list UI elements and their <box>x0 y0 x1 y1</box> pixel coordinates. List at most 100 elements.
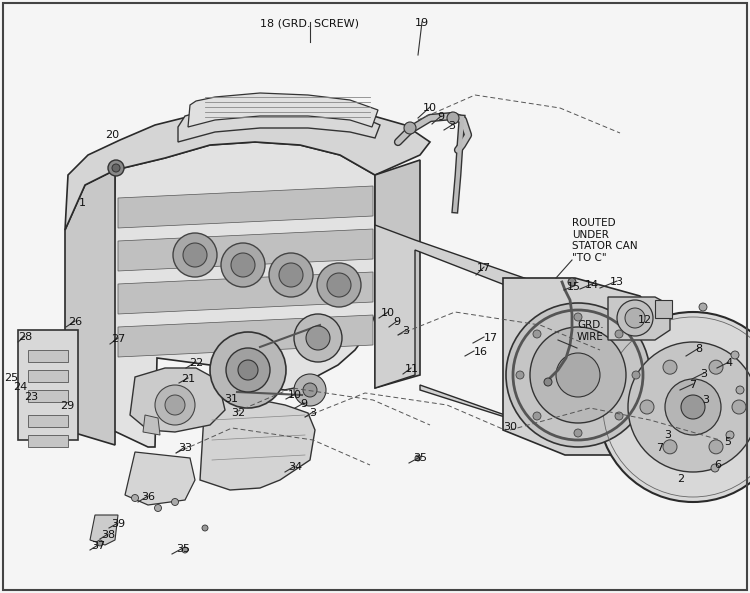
Text: 23: 23 <box>24 392 38 402</box>
Text: 35: 35 <box>176 544 190 554</box>
Circle shape <box>732 400 746 414</box>
Text: 3: 3 <box>703 395 709 405</box>
Circle shape <box>183 243 207 267</box>
Text: 37: 37 <box>91 541 105 551</box>
Circle shape <box>269 253 313 297</box>
Text: 30: 30 <box>503 422 517 432</box>
Circle shape <box>665 379 721 435</box>
Text: 39: 39 <box>111 519 125 529</box>
Text: 36: 36 <box>141 492 155 502</box>
Polygon shape <box>18 330 78 440</box>
Circle shape <box>699 303 707 311</box>
Text: 10: 10 <box>423 103 437 113</box>
Polygon shape <box>143 415 160 435</box>
Polygon shape <box>118 229 373 271</box>
Circle shape <box>709 440 723 454</box>
Text: 12: 12 <box>638 315 652 325</box>
Circle shape <box>574 313 582 321</box>
Circle shape <box>617 300 653 336</box>
Circle shape <box>317 263 361 307</box>
Text: 20: 20 <box>105 130 119 140</box>
Polygon shape <box>90 515 118 545</box>
Circle shape <box>726 431 734 439</box>
Polygon shape <box>112 142 375 447</box>
Circle shape <box>202 525 208 531</box>
Text: 8: 8 <box>695 344 703 354</box>
Text: 26: 26 <box>68 317 82 327</box>
Circle shape <box>506 303 650 447</box>
Circle shape <box>615 412 623 420</box>
Circle shape <box>112 164 120 172</box>
Circle shape <box>663 440 677 454</box>
Polygon shape <box>200 398 315 490</box>
Circle shape <box>303 383 317 397</box>
Polygon shape <box>28 415 68 427</box>
Polygon shape <box>608 297 670 340</box>
Text: 17: 17 <box>477 263 491 273</box>
Text: 38: 38 <box>101 530 115 540</box>
Text: 7: 7 <box>689 380 697 390</box>
Text: GRD.
WIRE: GRD. WIRE <box>577 320 604 342</box>
Text: 3: 3 <box>664 430 671 440</box>
Circle shape <box>131 495 139 502</box>
Circle shape <box>294 374 326 406</box>
Polygon shape <box>375 225 530 425</box>
Circle shape <box>640 400 654 414</box>
Text: 14: 14 <box>585 280 599 290</box>
Circle shape <box>231 253 255 277</box>
Polygon shape <box>65 105 430 230</box>
Text: 21: 21 <box>181 374 195 384</box>
Text: 16: 16 <box>474 347 488 357</box>
Circle shape <box>709 360 723 374</box>
Circle shape <box>615 330 623 338</box>
Text: 25: 25 <box>4 373 18 383</box>
Text: 22: 22 <box>189 358 203 368</box>
Text: 9: 9 <box>437 112 445 122</box>
Text: 18 (GRD. SCREW): 18 (GRD. SCREW) <box>260 18 359 28</box>
Text: 19: 19 <box>415 18 429 28</box>
Circle shape <box>568 278 576 286</box>
Circle shape <box>327 273 351 297</box>
Circle shape <box>154 505 161 512</box>
Text: 35: 35 <box>413 453 427 463</box>
Polygon shape <box>503 278 650 455</box>
Text: 3: 3 <box>700 369 707 379</box>
Text: 28: 28 <box>18 332 32 342</box>
Polygon shape <box>65 170 115 445</box>
Circle shape <box>226 348 270 392</box>
Text: 29: 29 <box>60 401 74 411</box>
Circle shape <box>182 547 188 553</box>
Circle shape <box>447 112 459 124</box>
Circle shape <box>731 351 739 359</box>
Text: 7: 7 <box>656 443 664 453</box>
Circle shape <box>530 327 626 423</box>
Polygon shape <box>118 272 373 314</box>
Circle shape <box>404 122 416 134</box>
Text: 11: 11 <box>405 364 419 374</box>
Text: 3: 3 <box>403 326 410 336</box>
Circle shape <box>165 395 185 415</box>
Text: 4: 4 <box>725 358 733 368</box>
Circle shape <box>155 385 195 425</box>
Polygon shape <box>188 93 378 127</box>
Circle shape <box>681 395 705 419</box>
Text: eReplacementParts.com: eReplacementParts.com <box>258 251 402 264</box>
Text: 1: 1 <box>79 198 86 208</box>
Polygon shape <box>375 160 420 388</box>
Circle shape <box>294 314 342 362</box>
Circle shape <box>210 332 286 408</box>
Text: 2: 2 <box>677 474 685 484</box>
Text: 33: 33 <box>178 443 192 453</box>
Text: 13: 13 <box>610 277 624 287</box>
Polygon shape <box>130 368 225 432</box>
Text: 10: 10 <box>381 308 395 318</box>
Text: 3: 3 <box>448 121 455 131</box>
Circle shape <box>556 353 600 397</box>
Circle shape <box>533 412 541 420</box>
Polygon shape <box>118 315 373 357</box>
Text: 9: 9 <box>394 317 400 327</box>
Circle shape <box>533 330 541 338</box>
Text: 34: 34 <box>288 462 302 472</box>
Circle shape <box>172 499 178 505</box>
Circle shape <box>516 371 524 379</box>
